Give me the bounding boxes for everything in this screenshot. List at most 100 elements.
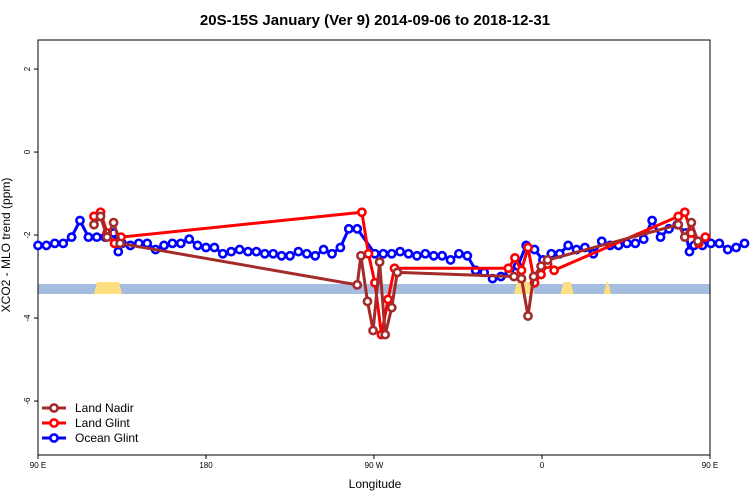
land-nadir-point-0 bbox=[89, 219, 99, 230]
ocean-glint-point-39 bbox=[352, 223, 363, 234]
land-nadir-point-21 bbox=[686, 217, 697, 228]
ocean-glint-point-16 bbox=[159, 240, 169, 251]
ocean-glint-point-20 bbox=[192, 240, 203, 251]
ocean-glint-point-74 bbox=[655, 232, 666, 243]
ocean-glint-point-50 bbox=[454, 248, 464, 259]
ocean-glint-point-63 bbox=[563, 240, 574, 251]
ocean-glint-point-4 bbox=[66, 232, 77, 243]
ocean-glint-point-41 bbox=[378, 248, 389, 259]
ocean-glint-point-83 bbox=[722, 244, 733, 255]
y-tick-label-0: 2 bbox=[23, 66, 32, 71]
ocean-glint-point-1 bbox=[41, 240, 52, 251]
land-nadir-point-22 bbox=[692, 236, 703, 247]
series-land-nadir bbox=[89, 211, 703, 340]
land-nadir-point-8 bbox=[368, 325, 378, 336]
land-nadir-point-13 bbox=[509, 271, 519, 282]
ocean-glint-point-47 bbox=[428, 250, 439, 261]
land-nadir-point-3 bbox=[108, 217, 119, 228]
ocean-glint-point-51 bbox=[462, 250, 473, 261]
x-axis-label: Longitude bbox=[349, 477, 402, 491]
ocean-glint-point-30 bbox=[276, 250, 287, 261]
land-nadir-point-7 bbox=[362, 296, 373, 307]
legend-item-ocean-glint: Ocean Glint bbox=[42, 431, 139, 445]
land-glint-point-23 bbox=[700, 232, 711, 243]
land-nadir-point-20 bbox=[679, 232, 690, 243]
ocean-glint-point-21 bbox=[201, 242, 211, 253]
y-tick-label-2: -2 bbox=[23, 231, 32, 239]
x-tick-label-2: 90 W bbox=[365, 461, 384, 470]
ocean-glint-point-26 bbox=[243, 246, 253, 257]
land-band-segment-2 bbox=[560, 282, 574, 294]
ocean-glint-point-46 bbox=[420, 248, 431, 259]
land-nadir-point-12 bbox=[392, 267, 403, 278]
y-tick-label-3: -4 bbox=[23, 314, 32, 322]
ocean-glint-point-5 bbox=[75, 215, 85, 226]
land-nadir-point-2 bbox=[102, 232, 112, 243]
ocean-glint-point-6 bbox=[83, 232, 94, 243]
land-nadir-point-15 bbox=[523, 311, 533, 321]
ocean-glint-point-34 bbox=[310, 250, 321, 261]
land-nadir-point-18 bbox=[542, 255, 553, 265]
ocean-glint-point-43 bbox=[395, 246, 406, 257]
ocean-glint-point-85 bbox=[739, 238, 750, 249]
ocean-glint-point-35 bbox=[318, 244, 329, 255]
y-tick-label-1: 0 bbox=[23, 149, 32, 154]
land-nadir-point-19 bbox=[673, 219, 684, 230]
legend-marker-land-glint bbox=[49, 418, 59, 428]
ocean-glint-point-71 bbox=[630, 238, 641, 249]
land-glint-point-13 bbox=[516, 265, 527, 276]
x-tick-label-0: 90 E bbox=[30, 461, 46, 470]
x-tick-label-1: 180 bbox=[199, 461, 213, 470]
ocean-glint-point-0 bbox=[33, 240, 43, 251]
land-nadir-point-10 bbox=[380, 329, 391, 340]
ocean-glint-point-23 bbox=[217, 248, 228, 259]
ocean-glint-point-38 bbox=[343, 223, 354, 234]
ocean-glint-point-42 bbox=[386, 248, 397, 259]
ocean-glint-point-14 bbox=[142, 238, 153, 249]
land-nadir-point-6 bbox=[356, 250, 366, 261]
land-glint-point-9 bbox=[383, 294, 393, 305]
ocean-glint-point-82 bbox=[714, 238, 725, 249]
land-nadir-point-17 bbox=[536, 261, 546, 272]
ocean-glint-point-27 bbox=[251, 246, 262, 257]
ocean-glint-point-17 bbox=[167, 238, 178, 249]
land-nadir-point-9 bbox=[374, 257, 385, 267]
ocean-glint-point-10 bbox=[113, 246, 124, 257]
land-nadir-point-5 bbox=[352, 279, 363, 290]
x-tick-label-4: 90 E bbox=[702, 461, 718, 470]
land-band-segment-0 bbox=[94, 282, 122, 294]
ocean-glint-point-22 bbox=[209, 242, 220, 253]
land-nadir-point-11 bbox=[386, 302, 397, 313]
ocean-glint-point-32 bbox=[293, 246, 304, 257]
ocean-glint-point-73 bbox=[647, 215, 658, 226]
land-nadir-point-16 bbox=[528, 271, 539, 282]
legend-label-land-nadir: Land Nadir bbox=[75, 401, 134, 415]
land-glint-point-5 bbox=[356, 207, 367, 218]
y-axis-label: XCO2 - MLO trend (ppm) bbox=[0, 178, 13, 313]
ocean-glint-point-31 bbox=[285, 250, 295, 261]
land-glint-point-20 bbox=[679, 207, 690, 218]
ocean-glint-point-33 bbox=[301, 248, 312, 259]
ocean-glint-point-29 bbox=[268, 248, 279, 259]
x-tick-label-3: 0 bbox=[540, 461, 545, 470]
legend-marker-ocean-glint bbox=[49, 433, 59, 443]
chart-title: 20S-15S January (Ver 9) 2014-09-06 to 20… bbox=[200, 12, 550, 29]
ocean-glint-point-44 bbox=[403, 248, 414, 259]
series-ocean-glint bbox=[33, 215, 750, 284]
y-tick-label-4: -6 bbox=[23, 397, 32, 405]
ocean-glint-point-24 bbox=[226, 246, 237, 257]
ocean-glint-point-18 bbox=[175, 238, 186, 249]
legend-label-ocean-glint: Ocean Glint bbox=[75, 431, 139, 445]
legend-item-land-glint: Land Glint bbox=[42, 416, 130, 430]
ocean-glint-point-19 bbox=[184, 234, 195, 245]
land-nadir-point-1 bbox=[95, 211, 106, 222]
ocean-glint-point-49 bbox=[445, 255, 456, 265]
ocean-glint-point-37 bbox=[335, 242, 346, 253]
land-glint-point-18 bbox=[549, 265, 560, 276]
ocean-band bbox=[38, 284, 710, 294]
legend-label-land-glint: Land Glint bbox=[75, 416, 130, 430]
ocean-glint-point-7 bbox=[91, 232, 102, 243]
land-glint-point-12 bbox=[510, 252, 520, 263]
